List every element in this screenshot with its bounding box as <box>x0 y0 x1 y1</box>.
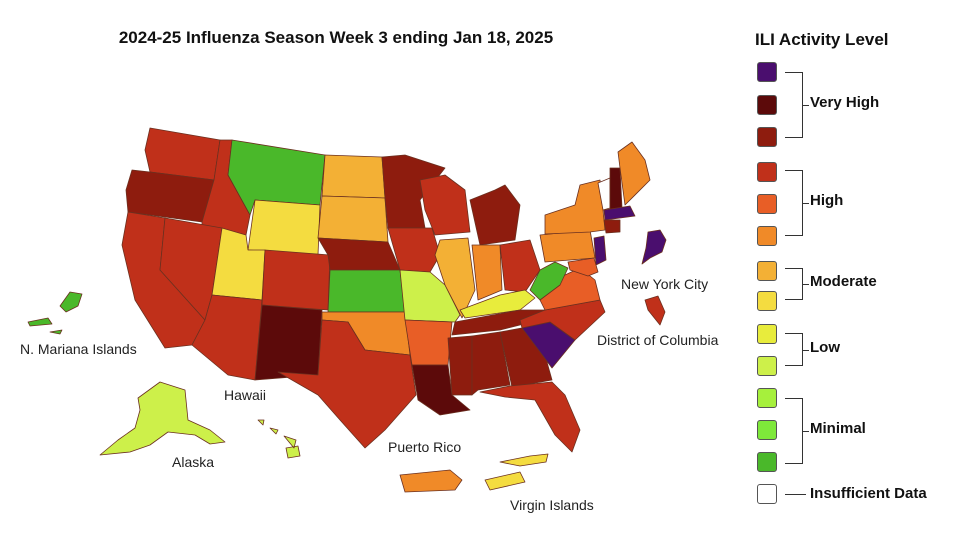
legend-bracket-high <box>785 170 803 236</box>
state-alaska[interactable] <box>99 381 226 456</box>
state-maine[interactable] <box>617 141 651 206</box>
state-kentucky[interactable] <box>459 289 536 319</box>
state-colorado[interactable] <box>261 249 331 311</box>
state-west-virginia[interactable] <box>529 261 569 301</box>
state-indiana[interactable] <box>471 244 503 301</box>
influenza-activity-map <box>27 127 667 493</box>
state-hawaii[interactable] <box>257 419 301 459</box>
state-washington[interactable] <box>144 127 221 181</box>
legend-swatch-level-8 <box>757 226 777 246</box>
label-district-of-columbia: District of Columbia <box>597 332 719 348</box>
legend-insufficient-line <box>785 494 806 495</box>
label-alaska: Alaska <box>172 454 215 470</box>
state-connecticut[interactable] <box>603 219 621 234</box>
state-new-york[interactable] <box>544 179 606 235</box>
legend-bracket-tick <box>803 203 809 204</box>
state-florida[interactable] <box>479 381 581 453</box>
state-illinois[interactable] <box>434 237 476 319</box>
legend-swatch-insufficient <box>757 484 777 504</box>
state-texas[interactable] <box>277 319 417 449</box>
legend-bracket-very-high <box>785 72 803 138</box>
legend-group-label: Moderate <box>810 273 877 290</box>
legend-group-label: High <box>810 192 844 209</box>
label-virgin-islands: Virgin Islands <box>510 497 594 513</box>
legend-swatch-level-12 <box>757 95 777 115</box>
legend-swatch-level-10 <box>757 162 777 182</box>
state-new-hampshire[interactable] <box>609 167 623 211</box>
state-south-dakota[interactable] <box>317 195 389 243</box>
state-michigan[interactable] <box>469 184 521 246</box>
state-wyoming[interactable] <box>247 199 321 256</box>
state-wisconsin[interactable] <box>419 174 471 236</box>
state-georgia[interactable] <box>499 327 553 388</box>
legend-group-label: Low <box>810 339 840 356</box>
state-minnesota[interactable] <box>381 154 446 229</box>
legend-swatch-level-5 <box>757 324 777 344</box>
state-kansas[interactable] <box>327 269 406 313</box>
legend-swatch-level-11 <box>757 127 777 147</box>
legend-bracket-tick <box>803 431 809 432</box>
state-louisiana[interactable] <box>411 364 471 416</box>
state-massachusetts[interactable] <box>603 205 636 221</box>
label-hawaii: Hawaii <box>224 387 267 403</box>
legend-bracket-tick <box>803 105 809 106</box>
state-arkansas[interactable] <box>404 319 453 366</box>
region-district-of-columbia[interactable] <box>644 295 666 326</box>
legend-bracket-tick <box>803 349 809 351</box>
legend-group-label: Very High <box>810 94 880 111</box>
state-pennsylvania[interactable] <box>539 229 596 263</box>
legend-swatch-level-7 <box>757 261 777 281</box>
label-puerto-rico: Puerto Rico <box>388 439 462 455</box>
legend-swatch-level-3 <box>757 388 777 408</box>
label-new-york-city: New York City <box>621 276 709 292</box>
state-maryland[interactable] <box>567 257 599 277</box>
territory-virgin-islands[interactable] <box>484 453 549 491</box>
state-ohio[interactable] <box>499 239 541 293</box>
state-alabama[interactable] <box>471 331 511 396</box>
legend-title: ILI Activity Level <box>755 30 889 49</box>
legend-swatch-level-4 <box>757 356 777 376</box>
legend-bracket-moderate <box>785 268 803 300</box>
legend-bracket-low <box>785 333 803 366</box>
legend-swatch-level-9 <box>757 194 777 214</box>
legend-swatch-level-6 <box>757 291 777 311</box>
legend-bracket-minimal <box>785 398 803 464</box>
state-new-mexico[interactable] <box>254 304 323 381</box>
label-n-mariana-islands: N. Mariana Islands <box>20 341 137 357</box>
legend-swatch-level-1 <box>757 452 777 472</box>
map-title: 2024-25 Influenza Season Week 3 ending J… <box>118 28 554 47</box>
state-iowa[interactable] <box>387 227 441 273</box>
region-new-york-city[interactable] <box>641 229 667 265</box>
legend-swatch-level-13 <box>757 62 777 82</box>
territory-puerto-rico[interactable] <box>399 469 463 493</box>
legend-group-label: Minimal <box>810 420 866 437</box>
territory-northern-mariana-islands[interactable] <box>27 291 83 335</box>
state-mississippi[interactable] <box>447 335 473 396</box>
legend-insufficient-label: Insufficient Data <box>810 485 927 502</box>
state-north-dakota[interactable] <box>321 154 386 199</box>
state-nebraska[interactable] <box>317 237 401 271</box>
state-new-jersey[interactable] <box>593 235 607 266</box>
legend-bracket-tick <box>803 284 809 285</box>
legend-swatch-level-2 <box>757 420 777 440</box>
